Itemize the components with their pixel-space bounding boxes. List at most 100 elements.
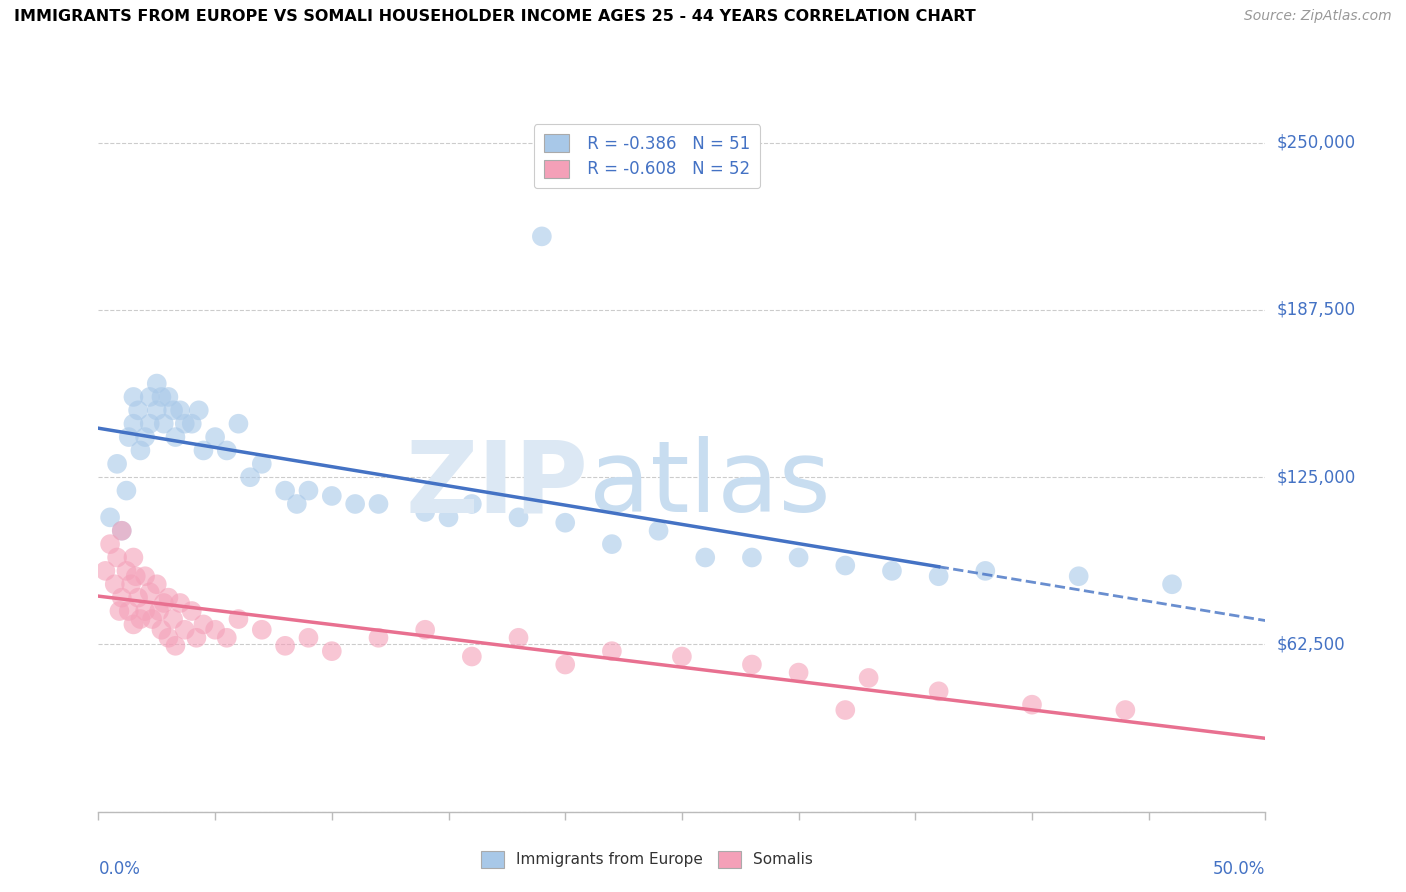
Point	[120, 577, 142, 591]
Point	[180, 604, 202, 618]
Point	[554, 516, 576, 530]
Point	[150, 390, 173, 404]
Point	[162, 403, 184, 417]
Point	[204, 623, 226, 637]
Point	[150, 623, 173, 637]
Point	[367, 631, 389, 645]
Point	[413, 505, 436, 519]
Point	[367, 497, 389, 511]
Point	[98, 537, 121, 551]
Point	[321, 489, 343, 503]
Point	[157, 631, 180, 645]
Point	[321, 644, 343, 658]
Point	[285, 497, 308, 511]
Text: $125,000: $125,000	[1277, 468, 1355, 486]
Point	[554, 657, 576, 672]
Point	[834, 558, 856, 573]
Point	[165, 430, 187, 444]
Point	[228, 417, 250, 431]
Point	[858, 671, 880, 685]
Text: atlas: atlas	[589, 436, 830, 533]
Point	[1067, 569, 1090, 583]
Point	[741, 657, 763, 672]
Point	[695, 550, 717, 565]
Text: Source: ZipAtlas.com: Source: ZipAtlas.com	[1244, 9, 1392, 23]
Point	[115, 483, 138, 498]
Point	[250, 623, 273, 637]
Point	[647, 524, 669, 538]
Point	[173, 623, 195, 637]
Point	[741, 550, 763, 565]
Point	[461, 497, 484, 511]
Point	[139, 390, 162, 404]
Point	[671, 649, 693, 664]
Point	[1021, 698, 1043, 712]
Point	[193, 443, 215, 458]
Point	[1114, 703, 1136, 717]
Point	[125, 569, 148, 583]
Point	[146, 577, 169, 591]
Point	[146, 403, 169, 417]
Point	[600, 644, 623, 658]
Point	[118, 604, 141, 618]
Point	[148, 604, 170, 618]
Point	[129, 612, 152, 626]
Point	[152, 596, 174, 610]
Point	[105, 550, 128, 565]
Text: $250,000: $250,000	[1277, 134, 1355, 152]
Point	[134, 430, 156, 444]
Point	[127, 403, 149, 417]
Point	[508, 631, 530, 645]
Point	[344, 497, 367, 511]
Point	[111, 591, 134, 605]
Text: ZIP: ZIP	[406, 436, 589, 533]
Point	[169, 403, 191, 417]
Point	[139, 585, 162, 599]
Point	[129, 443, 152, 458]
Point	[146, 376, 169, 391]
Point	[127, 591, 149, 605]
Point	[297, 631, 319, 645]
Text: 50.0%: 50.0%	[1213, 861, 1265, 879]
Point	[165, 639, 187, 653]
Text: $187,500: $187,500	[1277, 301, 1355, 319]
Point	[787, 550, 810, 565]
Legend: Immigrants from Europe, Somalis: Immigrants from Europe, Somalis	[475, 845, 820, 873]
Point	[928, 569, 950, 583]
Point	[204, 430, 226, 444]
Text: $62,500: $62,500	[1277, 635, 1346, 654]
Point	[180, 417, 202, 431]
Point	[600, 537, 623, 551]
Point	[111, 524, 134, 538]
Point	[111, 524, 134, 538]
Point	[186, 631, 208, 645]
Point	[162, 612, 184, 626]
Point	[461, 649, 484, 664]
Point	[297, 483, 319, 498]
Point	[239, 470, 262, 484]
Point	[215, 443, 238, 458]
Point	[1161, 577, 1184, 591]
Point	[157, 591, 180, 605]
Point	[122, 617, 145, 632]
Point	[215, 631, 238, 645]
Point	[104, 577, 127, 591]
Point	[122, 550, 145, 565]
Point	[274, 639, 297, 653]
Point	[880, 564, 903, 578]
Point	[274, 483, 297, 498]
Point	[834, 703, 856, 717]
Text: IMMIGRANTS FROM EUROPE VS SOMALI HOUSEHOLDER INCOME AGES 25 - 44 YEARS CORRELATI: IMMIGRANTS FROM EUROPE VS SOMALI HOUSEHO…	[14, 9, 976, 24]
Point	[169, 596, 191, 610]
Point	[134, 604, 156, 618]
Point	[173, 417, 195, 431]
Point	[122, 417, 145, 431]
Point	[928, 684, 950, 698]
Point	[508, 510, 530, 524]
Point	[157, 390, 180, 404]
Text: 0.0%: 0.0%	[98, 861, 141, 879]
Point	[413, 623, 436, 637]
Point	[250, 457, 273, 471]
Point	[152, 417, 174, 431]
Point	[187, 403, 209, 417]
